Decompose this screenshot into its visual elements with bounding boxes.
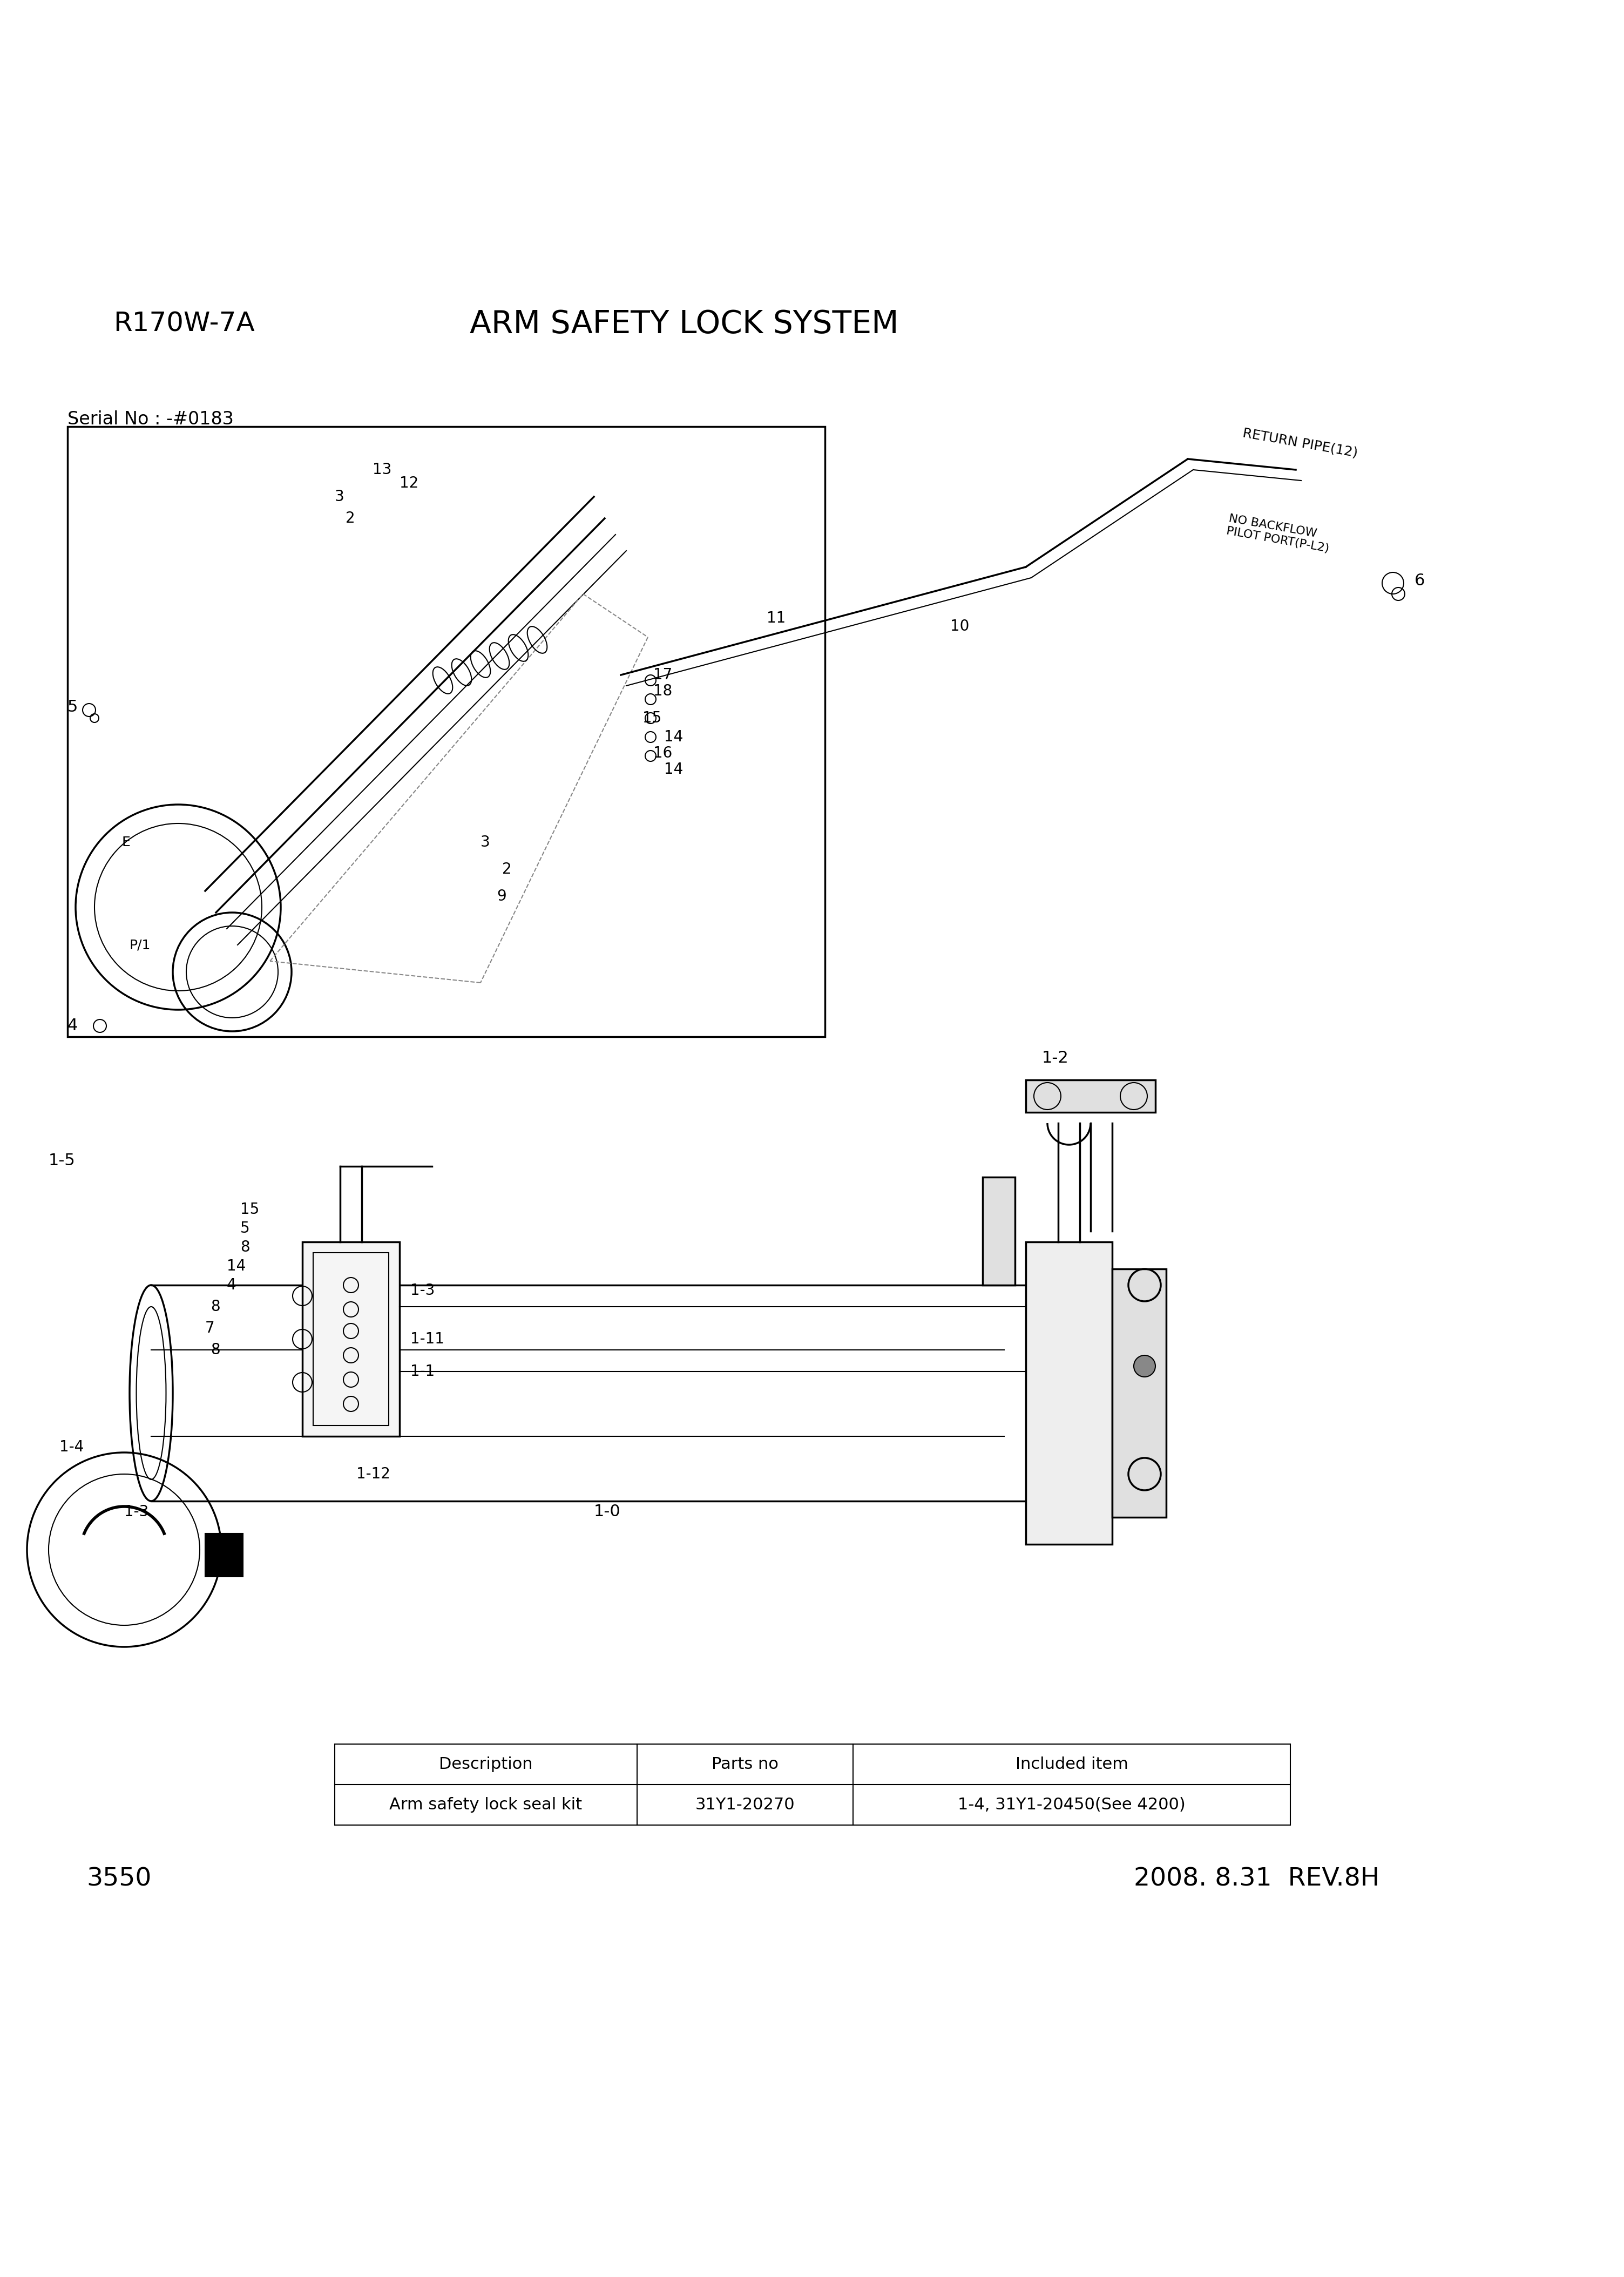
Bar [205, 1532, 244, 1576]
Text: 2: 2 [346, 510, 356, 526]
Text: 8: 8 [240, 1239, 250, 1255]
Text: 8: 8 [211, 1300, 221, 1314]
Bar [983, 1177, 1015, 1284]
Text: 15: 15 [240, 1202, 260, 1218]
Text: 1-1: 1-1 [411, 1364, 435, 1380]
Text: 16: 16 [653, 745, 672, 761]
Bar [1026, 1079, 1155, 1111]
Text: 9: 9 [497, 888, 507, 904]
Text: 14: 14 [664, 763, 684, 776]
Text: 18: 18 [653, 683, 672, 699]
Text: 2: 2 [502, 861, 512, 877]
Text: 7: 7 [205, 1321, 214, 1337]
Text: 11: 11 [767, 610, 786, 626]
Text: 14: 14 [664, 729, 684, 745]
Text: 13: 13 [372, 462, 391, 478]
Text: 1-0: 1-0 [594, 1505, 620, 1519]
Text: 1-4, 31Y1-20450(See 4200): 1-4, 31Y1-20450(See 4200) [958, 1797, 1186, 1812]
Text: Arm safety lock seal kit: Arm safety lock seal kit [390, 1797, 583, 1812]
Text: 1-5: 1-5 [49, 1152, 75, 1168]
Bar [68, 426, 825, 1036]
Bar [302, 1241, 400, 1437]
Text: P/1: P/1 [130, 938, 151, 952]
Text: 10: 10 [950, 619, 970, 633]
Text: 5: 5 [240, 1220, 250, 1236]
Text: 1-11: 1-11 [411, 1332, 445, 1346]
Text: Description: Description [438, 1756, 533, 1772]
Text: 15: 15 [643, 710, 661, 726]
Text: 2008. 8.31  REV.8H: 2008. 8.31 REV.8H [1134, 1867, 1379, 1892]
Text: RETURN PIPE(12): RETURN PIPE(12) [1242, 426, 1359, 460]
Text: 12: 12 [400, 476, 419, 492]
Bar [1112, 1268, 1166, 1516]
Text: 1-12: 1-12 [356, 1466, 390, 1482]
Text: 3: 3 [335, 490, 344, 503]
Text: 4: 4 [227, 1277, 235, 1293]
Text: 31Y1-20270: 31Y1-20270 [695, 1797, 794, 1812]
Text: ARM SAFETY LOCK SYSTEM: ARM SAFETY LOCK SYSTEM [469, 310, 898, 339]
Text: E: E [122, 836, 130, 849]
Bar [1026, 1241, 1112, 1544]
Text: 1-3: 1-3 [411, 1282, 435, 1298]
Text: 14: 14 [227, 1259, 245, 1273]
Circle shape [1134, 1355, 1155, 1378]
Text: 8: 8 [211, 1343, 221, 1357]
Text: Included item: Included item [1015, 1756, 1129, 1772]
Text: 3: 3 [481, 836, 490, 849]
Text: 17: 17 [653, 667, 672, 683]
Bar [313, 1252, 388, 1425]
Text: Parts no: Parts no [711, 1756, 778, 1772]
Text: 5: 5 [68, 699, 78, 715]
Text: 1-3: 1-3 [123, 1505, 149, 1519]
Text: 4: 4 [68, 1018, 78, 1034]
Bar [335, 1744, 1291, 1826]
Text: 3550: 3550 [86, 1867, 151, 1892]
Text: NO BACKFLOW
PILOT PORT(P-L2): NO BACKFLOW PILOT PORT(P-L2) [1226, 512, 1332, 553]
Text: 6: 6 [1415, 572, 1424, 587]
Text: 1-4: 1-4 [60, 1439, 84, 1455]
Text: 1-2: 1-2 [1043, 1050, 1069, 1066]
Text: R170W-7A: R170W-7A [114, 312, 255, 337]
Text: Serial No : -#0183: Serial No : -#0183 [68, 410, 234, 428]
